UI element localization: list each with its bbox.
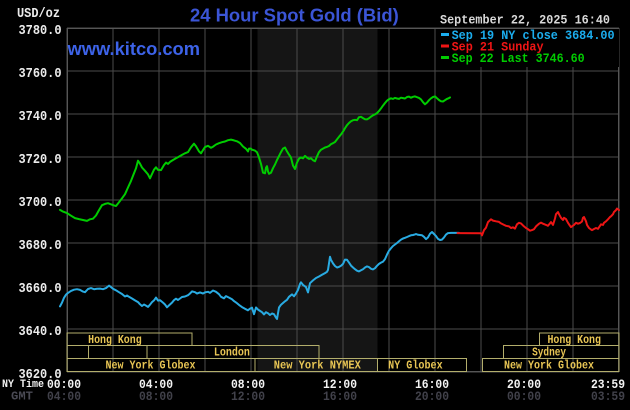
svg-text:16:00: 16:00 xyxy=(415,377,449,392)
svg-text:20:00: 20:00 xyxy=(507,377,541,392)
svg-text:3620.0: 3620.0 xyxy=(19,367,62,383)
svg-text:3720.0: 3720.0 xyxy=(19,152,62,168)
svg-text:Hong Kong: Hong Kong xyxy=(547,333,601,347)
svg-text:3700.0: 3700.0 xyxy=(19,195,62,211)
svg-text:23:59: 23:59 xyxy=(591,377,625,392)
svg-text:NY Time: NY Time xyxy=(2,379,44,391)
svg-text:3640.0: 3640.0 xyxy=(19,324,62,340)
svg-text:GMT: GMT xyxy=(11,390,33,404)
svg-text:Hong Kong: Hong Kong xyxy=(88,333,141,347)
svg-text:NY Globex: NY Globex xyxy=(388,358,443,372)
svg-text:12:00: 12:00 xyxy=(323,377,357,392)
svg-text:New York NYMEX: New York NYMEX xyxy=(274,358,362,372)
svg-text:Sep 19 NY close 3684.00: Sep 19 NY close 3684.00 xyxy=(452,28,615,43)
svg-text:3760.0: 3760.0 xyxy=(19,66,62,82)
svg-text:12:00: 12:00 xyxy=(231,389,265,404)
svg-text:04:00: 04:00 xyxy=(139,377,173,392)
svg-text:03:59: 03:59 xyxy=(591,389,625,404)
svg-text:00:00: 00:00 xyxy=(47,377,81,392)
svg-text:08:00: 08:00 xyxy=(231,377,265,392)
svg-text:00:00: 00:00 xyxy=(507,389,541,404)
svg-text:20:00: 20:00 xyxy=(415,389,449,404)
svg-text:3740.0: 3740.0 xyxy=(19,109,62,125)
svg-text:16:00: 16:00 xyxy=(323,389,357,404)
svg-text:08:00: 08:00 xyxy=(139,389,173,404)
svg-text:Sep 21 Sunday: Sep 21 Sunday xyxy=(452,40,544,55)
svg-text:3680.0: 3680.0 xyxy=(19,238,62,254)
svg-text:www.kitco.com: www.kitco.com xyxy=(66,39,200,59)
svg-text:New York Globex: New York Globex xyxy=(106,358,196,372)
svg-text:London: London xyxy=(214,345,250,359)
svg-text:New York Globex: New York Globex xyxy=(504,358,594,372)
svg-text:3660.0: 3660.0 xyxy=(19,281,62,297)
svg-text:04:00: 04:00 xyxy=(47,389,81,404)
svg-text:24 Hour Spot Gold (Bid): 24 Hour Spot Gold (Bid) xyxy=(190,4,399,25)
svg-text:Sydney: Sydney xyxy=(532,345,566,359)
svg-text:September 22, 2025 16:40: September 22, 2025 16:40 xyxy=(440,12,610,27)
svg-text:USD/oz: USD/oz xyxy=(17,6,60,22)
svg-text:Sep 22 Last 3746.60: Sep 22 Last 3746.60 xyxy=(452,51,585,66)
svg-text:3780.0: 3780.0 xyxy=(19,23,62,39)
